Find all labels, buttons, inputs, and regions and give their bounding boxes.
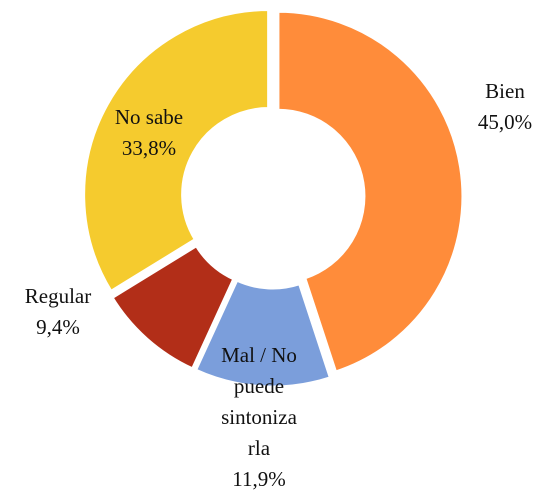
- slice-label: No sabe 33,8%: [108, 102, 190, 164]
- slice: [109, 243, 236, 371]
- category-name: Regular: [24, 284, 92, 308]
- slice: [276, 9, 465, 374]
- slice-label: Bien 45,0%: [464, 76, 546, 138]
- value-label: 11,9%: [232, 467, 286, 491]
- slice: [193, 278, 333, 389]
- value-label: 9,4%: [36, 315, 80, 339]
- slice: [82, 8, 271, 294]
- value-label: 45,0%: [477, 110, 533, 134]
- category-name: Mal / No puede sintonizarla: [221, 343, 297, 460]
- category-name: Bien: [485, 79, 525, 103]
- value-label: 33,8%: [121, 136, 177, 160]
- category-name: No sabe: [114, 105, 184, 129]
- slice-label: Regular 9,4%: [17, 281, 99, 343]
- slice-label: Mal / No puede sintonizarla 11,9%: [218, 340, 300, 494]
